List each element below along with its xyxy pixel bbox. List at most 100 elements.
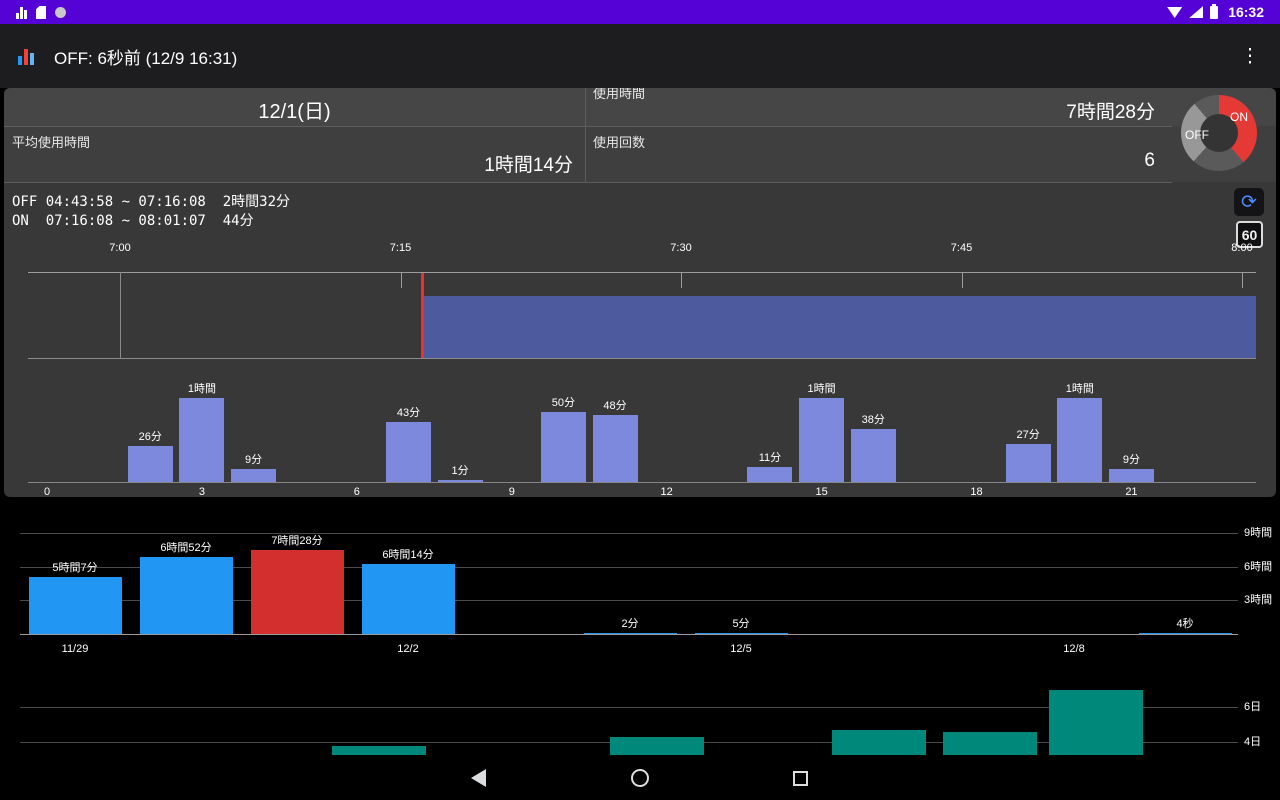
status-time: 16:32 — [1228, 4, 1264, 20]
hourly-bar-label: 1時間 — [807, 383, 836, 395]
hourly-bar — [231, 469, 277, 482]
hourly-baseline — [28, 482, 1256, 483]
table-divider — [585, 88, 586, 182]
table-divider — [4, 126, 1172, 127]
home-icon — [631, 769, 649, 787]
timeline-tick-label: 7:30 — [670, 242, 692, 254]
longterm-y-label: 4日 — [1244, 736, 1262, 748]
recents-icon — [792, 770, 808, 786]
on-off-log: OFF 04:43:58 ~ 07:16:08 2時間32分 ON 07:16:… — [12, 194, 291, 229]
daily-bar[interactable] — [694, 632, 788, 634]
daily-bar[interactable] — [583, 632, 677, 634]
hourly-bar-label: 11分 — [758, 451, 782, 464]
recents-button[interactable] — [782, 760, 818, 796]
signal-icon — [1189, 6, 1204, 18]
selected-date: 12/1(日) — [258, 101, 331, 123]
table-row-highlight — [4, 88, 1276, 126]
timeline-tick-label: 7:00 — [109, 242, 131, 254]
timeline-tick — [681, 272, 682, 288]
hourly-bar — [850, 428, 896, 482]
back-button[interactable] — [460, 760, 496, 796]
daily-bar[interactable] — [139, 557, 233, 634]
refresh-icon: ⟳ — [1241, 191, 1257, 213]
hourly-axis-label: 3 — [198, 486, 205, 497]
home-button[interactable] — [622, 760, 658, 796]
daily-bar[interactable] — [28, 576, 122, 634]
timeline-tick-label: 7:15 — [389, 242, 412, 254]
timeline-tick — [961, 272, 963, 288]
daily-usage-chart: 9時間 6時間 3時間 5時間7分 6時間52分 7時間28分 6時間14分 2分 5分 4秒 11… — [0, 500, 1280, 672]
interval-60-label: 60 — [1241, 226, 1258, 243]
longterm-bar[interactable] — [943, 731, 1037, 755]
daily-bar-label: 6時間14分 — [382, 549, 434, 562]
daily-y-label: 9時間 — [1244, 527, 1273, 540]
hourly-bar-label: 43分 — [396, 406, 421, 419]
donut-on-label: ON — [1230, 110, 1248, 124]
longterm-bar[interactable] — [332, 745, 426, 755]
wifi-icon — [1167, 6, 1183, 18]
timeline-start-line — [120, 272, 121, 358]
overflow-menu-icon[interactable]: ⋮ — [1240, 45, 1260, 67]
day-detail-card: 12/1(日) 使用時間 7時間28分 平均使用時間 1時間14分 使用回数 6… — [4, 88, 1276, 497]
hourly-bar — [540, 412, 586, 482]
hourly-axis-label: 6 — [353, 486, 360, 497]
hourly-axis-label: 0 — [43, 486, 51, 497]
hourly-bar-label: 50分 — [551, 397, 576, 409]
notification-screenshot-icon — [36, 6, 46, 19]
hourly-bar — [437, 480, 483, 482]
daily-bar-label: 7時間28分 — [271, 535, 323, 548]
usage-count-label: 使用回数 — [593, 135, 646, 150]
hourly-bar — [385, 421, 431, 482]
daily-bar-label: 6時間52分 — [160, 542, 212, 555]
daily-bar[interactable] — [250, 550, 344, 634]
app-bar: OFF: 6秒前 (12/9 16:31) ⋮ — [0, 24, 1280, 88]
hourly-axis-label: 21 — [1125, 486, 1138, 497]
interval-60-button[interactable]: 60 — [1236, 221, 1263, 248]
status-bar: 16:32 — [0, 0, 1280, 24]
hourly-bar-label: 9分 — [244, 454, 263, 467]
daily-bar[interactable] — [361, 564, 455, 634]
daily-y-label: 3時間 — [1244, 594, 1273, 607]
timeline-tick — [400, 272, 402, 288]
table-divider — [4, 182, 1172, 183]
hourly-bar — [799, 398, 845, 482]
daily-axis-label: 12/5 — [730, 643, 752, 655]
longterm-bar[interactable] — [1049, 689, 1143, 755]
avg-usage-label: 平均使用時間 — [12, 135, 91, 150]
hourly-axis-label: 15 — [815, 486, 828, 497]
daily-bar[interactable] — [1138, 632, 1232, 634]
app-logo-icon — [18, 47, 34, 65]
hourly-bar — [747, 466, 793, 482]
timeline-tick — [1242, 272, 1243, 288]
daily-y-label: 6時間 — [1244, 560, 1273, 573]
usage-count-value: 6 — [1144, 150, 1155, 171]
refresh-button[interactable]: ⟳ — [1234, 188, 1264, 216]
hourly-bar-label: 26分 — [138, 430, 162, 443]
hourly-bar-label: 9分 — [1122, 454, 1140, 467]
notification-chart-icon — [16, 7, 27, 19]
hourly-axis-label: 12 — [660, 486, 673, 497]
daily-axis-label: 12/2 — [397, 643, 419, 655]
longterm-bar[interactable] — [610, 736, 704, 755]
timeline-axis — [28, 272, 1256, 273]
on-off-donut-chart: ON OFF — [1181, 95, 1257, 171]
daily-bar-label: 5分 — [732, 617, 750, 630]
hourly-axis-label: 9 — [508, 486, 515, 497]
navigation-bar — [0, 755, 1280, 800]
avg-usage-value: 1時間14分 — [484, 155, 573, 176]
hourly-bar-label: 1時間 — [1065, 383, 1094, 395]
hourly-bar — [1057, 398, 1103, 482]
hourly-bar-label: 1時間 — [187, 383, 216, 395]
daily-axis-label: 12/8 — [1063, 643, 1085, 655]
timeline-baseline — [28, 358, 1256, 359]
longterm-bar[interactable] — [832, 729, 926, 755]
usage-time-value: 7時間28分 — [1066, 102, 1155, 123]
daily-axis-label: 11/29 — [61, 643, 89, 655]
hourly-bar-label: 1分 — [451, 465, 469, 477]
hourly-bar — [179, 398, 225, 482]
status-bar-system: 16:32 — [1167, 4, 1264, 20]
hourly-bar-label: 48分 — [603, 399, 627, 412]
longterm-gridline — [20, 707, 1238, 708]
hourly-bar-label: 27分 — [1016, 429, 1040, 442]
